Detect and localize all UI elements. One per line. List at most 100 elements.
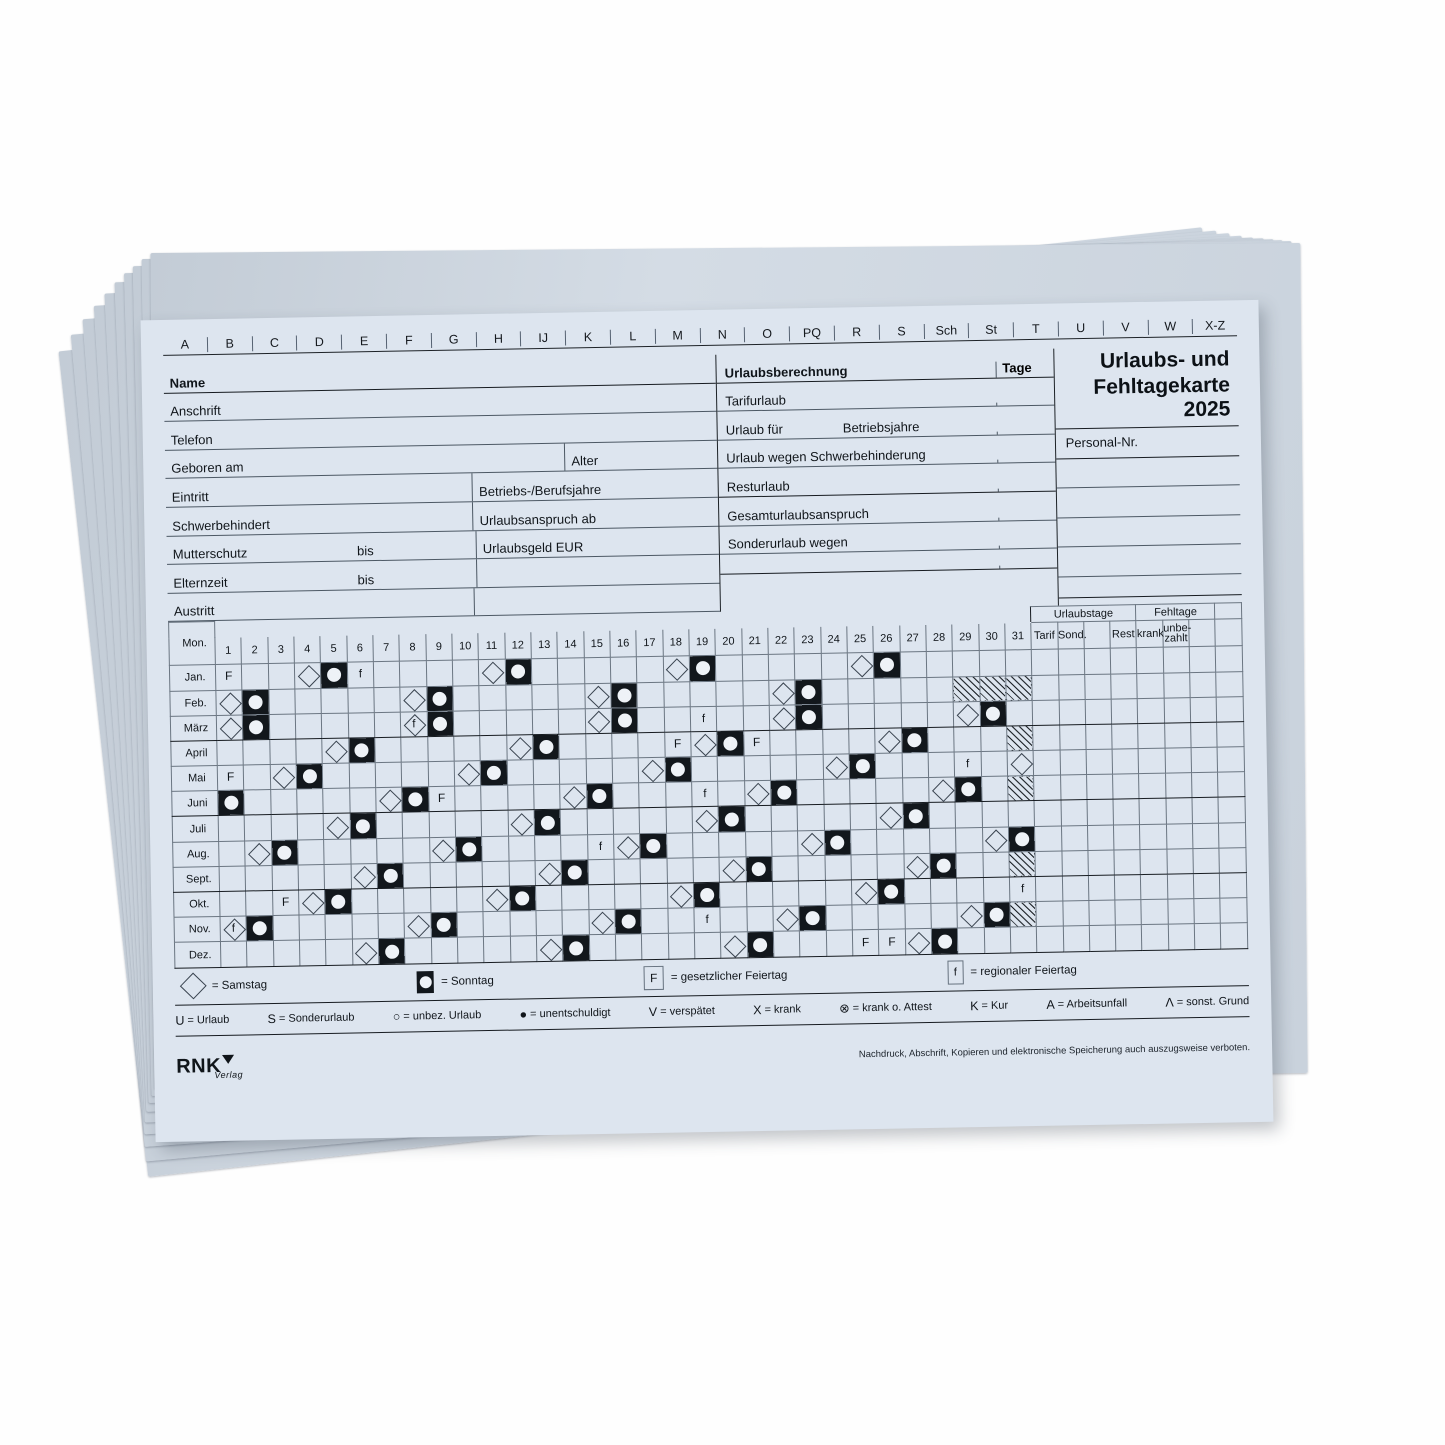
calendar-cell[interactable] xyxy=(903,828,930,854)
calendar-cell[interactable] xyxy=(742,679,770,706)
calendar-cell[interactable] xyxy=(849,803,877,830)
calendar-cell[interactable] xyxy=(374,711,402,738)
calendar-cell[interactable] xyxy=(663,681,691,708)
summary-cell[interactable] xyxy=(1084,648,1111,675)
calendar-cell[interactable] xyxy=(716,705,744,732)
calendar-cell[interactable] xyxy=(215,689,243,716)
calendar-cell[interactable] xyxy=(613,858,641,885)
calendar-cell[interactable] xyxy=(878,904,905,930)
calendar-cell[interactable] xyxy=(876,828,904,855)
summary-cell[interactable] xyxy=(1138,748,1166,774)
calendar-cell[interactable] xyxy=(926,651,953,677)
calendar-cell[interactable] xyxy=(614,883,642,910)
calendar-cell[interactable] xyxy=(558,733,586,760)
summary-cell[interactable] xyxy=(1061,875,1089,902)
summary-cell[interactable] xyxy=(1216,696,1244,723)
summary-cell[interactable] xyxy=(1189,671,1217,698)
calendar-cell[interactable] xyxy=(799,930,827,957)
summary-cell[interactable] xyxy=(1058,674,1085,700)
summary-cell[interactable] xyxy=(1062,900,1090,927)
calendar-cell[interactable] xyxy=(296,788,324,815)
calendar-cell[interactable] xyxy=(873,652,901,678)
calendar-cell[interactable] xyxy=(299,939,327,966)
index-letter-m[interactable]: M xyxy=(655,328,701,344)
calendar-cell[interactable] xyxy=(769,729,797,756)
summary-cell[interactable] xyxy=(1112,773,1140,800)
summary-cell[interactable] xyxy=(1217,746,1245,773)
summary-cell[interactable] xyxy=(1088,875,1116,901)
calendar-cell[interactable] xyxy=(611,732,639,759)
calendar-cell[interactable] xyxy=(982,851,1010,878)
calendar-cell[interactable] xyxy=(900,676,928,703)
calendar-cell[interactable] xyxy=(456,911,484,938)
index-letter-r[interactable]: R xyxy=(834,324,880,341)
calendar-cell[interactable] xyxy=(532,708,559,735)
calendar-cell[interactable] xyxy=(243,739,270,766)
index-letter-pq[interactable]: PQ xyxy=(789,325,836,342)
calendar-cell[interactable] xyxy=(297,839,325,865)
calendar-cell[interactable] xyxy=(241,663,269,690)
calendar-cell[interactable] xyxy=(717,781,745,807)
calendar-cell[interactable] xyxy=(823,779,850,805)
calendar-cell[interactable] xyxy=(636,656,664,683)
calendar-cell[interactable] xyxy=(848,728,876,754)
summary-cell[interactable] xyxy=(1164,747,1192,774)
calendar-cell[interactable] xyxy=(478,659,506,686)
calendar-cell[interactable] xyxy=(901,727,928,754)
calendar-cell[interactable]: f xyxy=(347,661,374,688)
calendar-cell[interactable] xyxy=(798,880,826,907)
calendar-cell[interactable] xyxy=(216,714,244,741)
calendar-cell[interactable] xyxy=(745,856,773,882)
calendar-cell[interactable] xyxy=(904,903,932,930)
calendar-cell[interactable]: f xyxy=(954,751,982,778)
calendar-cell[interactable] xyxy=(957,902,984,929)
calendar-cell[interactable]: f xyxy=(693,907,721,934)
calendar-cell[interactable] xyxy=(847,677,875,704)
summary-cell[interactable] xyxy=(1115,924,1143,951)
calc-tage-value[interactable] xyxy=(998,564,1057,569)
summary-cell[interactable] xyxy=(1110,647,1138,674)
calendar-cell[interactable] xyxy=(534,834,562,861)
calendar-cell[interactable] xyxy=(482,861,510,887)
summary-cell[interactable] xyxy=(1193,898,1221,925)
summary-cell[interactable] xyxy=(1087,824,1115,851)
summary-cell[interactable] xyxy=(1086,774,1114,801)
summary-cell[interactable] xyxy=(1032,724,1060,751)
index-letter-f[interactable]: F xyxy=(386,332,432,349)
calendar-cell[interactable] xyxy=(666,857,694,884)
calendar-cell[interactable] xyxy=(244,814,272,841)
summary-cell[interactable] xyxy=(1086,799,1114,826)
calendar-cell[interactable] xyxy=(323,813,351,840)
calendar-cell[interactable] xyxy=(588,884,615,910)
calendar-cell[interactable] xyxy=(480,785,508,812)
calendar-cell[interactable] xyxy=(980,751,1008,777)
calendar-cell[interactable] xyxy=(246,915,274,942)
calendar-cell[interactable] xyxy=(873,677,901,704)
calendar-cell[interactable] xyxy=(953,701,981,727)
summary-cell[interactable] xyxy=(1115,899,1142,926)
calendar-cell[interactable] xyxy=(610,682,638,708)
calendar-cell[interactable] xyxy=(742,705,770,731)
calendar-cell[interactable] xyxy=(823,804,851,831)
calendar-cell[interactable] xyxy=(479,709,507,736)
calendar-cell[interactable] xyxy=(612,783,640,809)
calendar-cell[interactable] xyxy=(822,753,850,780)
index-letter-s[interactable]: S xyxy=(879,323,925,340)
calendar-cell[interactable] xyxy=(1009,901,1037,928)
calendar-cell[interactable] xyxy=(508,860,536,887)
calendar-cell[interactable] xyxy=(979,700,1007,727)
summary-cell[interactable] xyxy=(1035,876,1063,902)
calendar-cell[interactable] xyxy=(350,838,378,864)
calendar-cell[interactable]: F xyxy=(217,765,245,791)
calendar-cell[interactable] xyxy=(454,760,481,787)
index-letter-a[interactable]: A xyxy=(162,337,208,353)
summary-cell[interactable] xyxy=(1036,901,1063,927)
calendar-cell[interactable] xyxy=(952,650,980,677)
calendar-cell[interactable] xyxy=(562,935,590,961)
summary-cell[interactable] xyxy=(1035,850,1062,877)
calendar-cell[interactable] xyxy=(297,814,324,840)
calendar-cell[interactable] xyxy=(505,709,533,736)
calendar-cell[interactable] xyxy=(745,830,772,857)
index-letter-st[interactable]: St xyxy=(969,322,1015,339)
calendar-cell[interactable] xyxy=(483,911,511,938)
